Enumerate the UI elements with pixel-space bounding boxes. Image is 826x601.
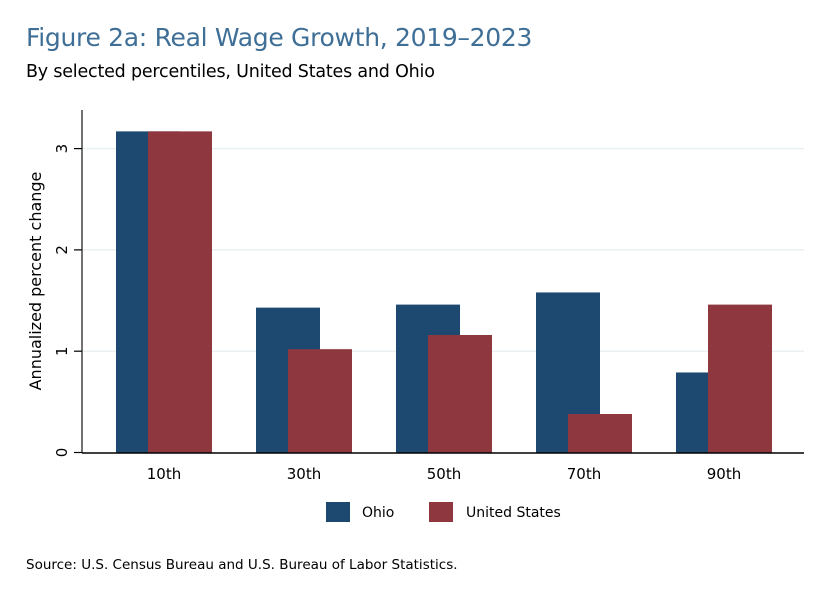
bar-united-states-30th (288, 349, 352, 453)
source-note: Source: U.S. Census Bureau and U.S. Bure… (26, 557, 458, 573)
x-ticks: 10th 30th 50th 70th 90th (147, 465, 741, 483)
axes (81, 110, 804, 454)
y-tick-label: 3 (53, 144, 71, 154)
chart-subtitle: By selected percentiles, United States a… (26, 62, 435, 82)
bar-united-states-50th (428, 334, 492, 453)
bar-united-states-10th (148, 131, 212, 453)
y-tick-label: 0 (53, 448, 71, 458)
legend-label-united-states: United States (466, 505, 561, 521)
y-ticks: 0 1 2 3 (53, 144, 82, 457)
x-tick-label: 30th (287, 465, 321, 483)
chart-title: Figure 2a: Real Wage Growth, 2019–2023 (26, 23, 533, 52)
y-tick-label: 2 (53, 245, 71, 255)
bars (116, 131, 772, 453)
legend-swatch-ohio (326, 502, 350, 522)
y-tick-label: 1 (53, 346, 71, 356)
legend-swatch-united-states (429, 502, 453, 522)
x-tick-label: 10th (147, 465, 181, 483)
x-tick-label: 70th (567, 465, 601, 483)
legend: Ohio United States (326, 502, 561, 522)
bar-united-states-70th (568, 414, 632, 453)
x-tick-label: 90th (707, 465, 741, 483)
x-tick-label: 50th (427, 465, 461, 483)
y-axis-title: Annualized percent change (26, 172, 45, 391)
legend-label-ohio: Ohio (362, 505, 394, 521)
bar-united-states-90th (708, 304, 772, 453)
